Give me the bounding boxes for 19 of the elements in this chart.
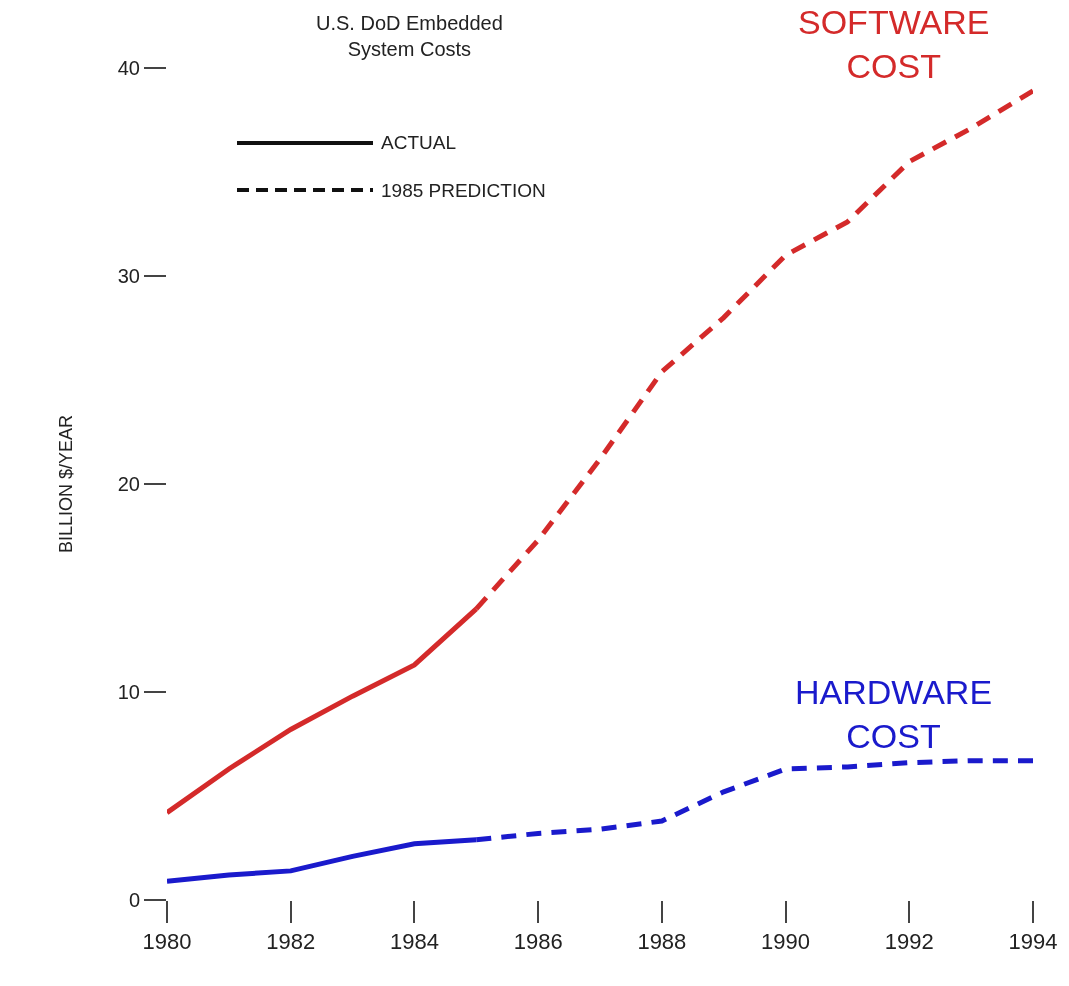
- x-tick-label: 1984: [389, 929, 439, 955]
- annotation: ACTUAL: [381, 132, 456, 153]
- y-tick-label: 40: [117, 57, 140, 79]
- x-tick-label: 1986: [513, 929, 563, 955]
- text: SOFTWARE COST: [798, 3, 990, 86]
- x-tick-label: 1988: [637, 929, 687, 955]
- x-tick-label: 1982: [266, 929, 316, 955]
- y-tick-label: 30: [117, 265, 140, 287]
- x-tick-label: 1992: [884, 929, 934, 955]
- y-tick-label: 10: [117, 681, 140, 703]
- y-tick-label: 20: [117, 473, 140, 495]
- x-tick-label: 1980: [142, 929, 192, 955]
- x-tick-label: 1994: [1008, 929, 1058, 955]
- x-tick-label: 1990: [761, 929, 811, 955]
- annotation: 1985 PREDICTION: [381, 180, 546, 201]
- text: HARDWARE COST: [795, 673, 993, 756]
- y-axis-title: BILLION $/YEAR: [55, 414, 76, 554]
- y-tick-label: 0: [128, 889, 140, 911]
- chart-title: U.S. DoD Embedded System Costs: [316, 12, 503, 60]
